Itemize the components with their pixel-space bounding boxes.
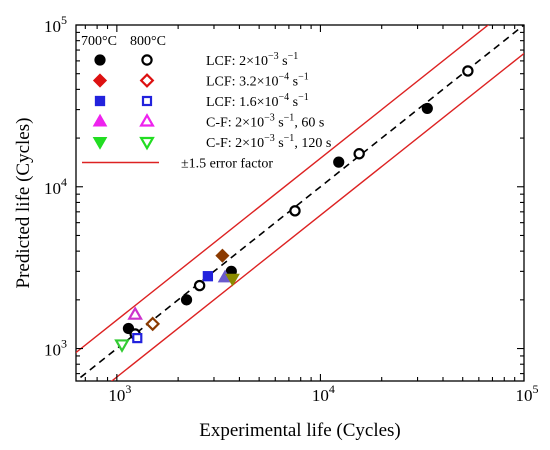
legend-entry-label: ±1.5 error factor <box>181 157 273 172</box>
y-tick-label: 104 <box>44 175 67 198</box>
data-point-triangle-down-open <box>114 339 130 353</box>
x-tick-label: 104 <box>312 382 335 405</box>
data-point-circle-filled <box>180 294 193 306</box>
upper-error-band-line <box>76 25 490 354</box>
axis-ticks: 103 104 105 103 104 105 <box>44 13 539 405</box>
data-point-square-filled <box>202 271 214 282</box>
data-point-triangle-up-open <box>127 306 143 320</box>
reference-lines <box>76 25 524 381</box>
legend-marker-triangle-down-filled <box>92 137 108 150</box>
x-tick-label: 105 <box>516 382 539 405</box>
legend-marker-circle-filled <box>94 54 106 66</box>
legend-entry-label: C-F: 2×10−3 s−1, 120 s <box>206 133 331 151</box>
data-point-circle-open <box>462 65 474 77</box>
data-points <box>114 65 474 353</box>
y-tick-label: 103 <box>44 337 67 360</box>
legend-marker-triangle-up-open <box>139 113 155 127</box>
data-point-diamond-open <box>145 316 161 332</box>
legend-entry-label: LCF: 2×10−3 s−1 <box>206 51 298 69</box>
legend-marker-triangle-up-filled <box>92 113 108 127</box>
data-point-circle-filled <box>333 156 345 168</box>
legend-entry-label: C-F: 2×10−3 s−1, 60 s <box>206 113 324 131</box>
data-point-circle-open <box>353 148 365 160</box>
data-point-circle-open <box>289 205 301 217</box>
legend-marker-square-filled <box>94 95 106 107</box>
y-axis-label: Predicted life (Cycles) <box>13 118 34 289</box>
legend-marker-diamond-filled <box>92 73 108 88</box>
legend-entry-label: LCF: 3.2×10−4 s−1 <box>206 72 309 90</box>
legend-marker-triangle-down-open <box>139 136 155 151</box>
one-to-one-line <box>76 25 524 381</box>
data-point-square-open <box>132 333 143 344</box>
legend: 700°C 800°C LCF: 2×10−3 s−1 LCF: 3.2×10−4 s… <box>81 34 331 172</box>
lower-error-band-line <box>110 52 524 381</box>
legend-marker-circle-open <box>141 54 153 66</box>
data-point-diamond-filled <box>215 248 230 263</box>
data-point-circle-open <box>193 279 206 292</box>
x-axis-label: Experimental life (Cycles) <box>199 420 401 441</box>
y-tick-label: 105 <box>44 13 67 36</box>
legend-marker-diamond-open <box>139 73 155 88</box>
legend-marker-square-open <box>141 95 153 107</box>
x-tick-label: 103 <box>108 382 131 405</box>
legend-header-700: 700°C <box>81 34 117 49</box>
data-point-circle-filled <box>421 102 433 115</box>
legend-entry-label: LCF: 1.6×10−4 s−1 <box>206 92 309 110</box>
legend-header-800: 800°C <box>130 34 166 49</box>
data-point-triangle-down-filled <box>225 273 240 287</box>
